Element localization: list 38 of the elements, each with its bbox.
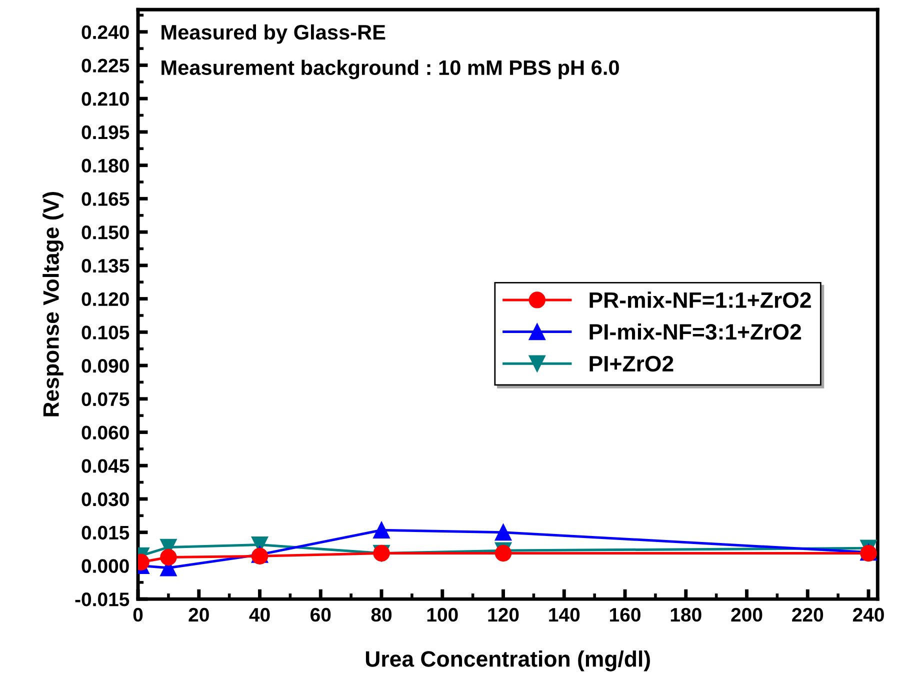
x-tick-label: 120 [488,608,519,622]
y-tick-label: 0.150 [82,226,129,240]
x-tick-label: 60 [310,608,331,622]
annotation: Measurement background : 10 mM PBS pH 6.0 [162,60,619,80]
legend-label: PR-mix-NF=1:1+ZrO2 [590,292,811,308]
y-tick-label: 0.180 [82,158,129,173]
legend-label: PI+ZrO2 [590,356,674,372]
x-tick-label: 240 [852,608,884,622]
y-tick-label: 0.030 [82,492,129,506]
y-tick-label: 0.000 [82,559,129,573]
annotation: Measured by Glass-RE [162,24,386,44]
x-tick-label: 180 [670,608,702,622]
y-tick-label: 0.045 [82,459,130,473]
y-tick-label: 0.225 [82,58,130,72]
x-tick-label: 0 [133,608,143,622]
legend-label: PI-mix-NF=3:1+ZrO2 [590,323,802,340]
x-tick-label: 220 [792,608,824,622]
x-tick-label: 200 [731,608,762,622]
y-tick-label: 0.120 [82,292,129,306]
y-tick-label: 0.015 [82,526,130,540]
y-tick-label: 0.195 [82,125,130,140]
y-tick-label: 0.210 [82,92,129,106]
x-tick-label: 40 [249,608,270,622]
y-tick-label: -0.015 [75,592,130,606]
y-tick-label: 0.135 [82,258,130,273]
y-tick-label: 0.060 [82,426,129,440]
y-tick-label: 0.165 [82,192,130,206]
x-tick-label: 80 [371,608,392,622]
y-tick-label: 0.075 [82,392,130,406]
x-tick-label: 20 [188,608,209,622]
x-tick-label: 100 [427,608,458,622]
y-tick-label: 0.105 [82,326,130,340]
x-tick-label: 140 [549,608,580,622]
y-axis-title: Response Voltage (V) [42,192,64,416]
y-tick-label: 0.240 [82,25,129,40]
y-tick-label: 0.090 [82,358,129,373]
x-axis-title: Urea Concentration (mg/dl) [366,650,650,672]
x-tick-label: 160 [610,608,640,622]
